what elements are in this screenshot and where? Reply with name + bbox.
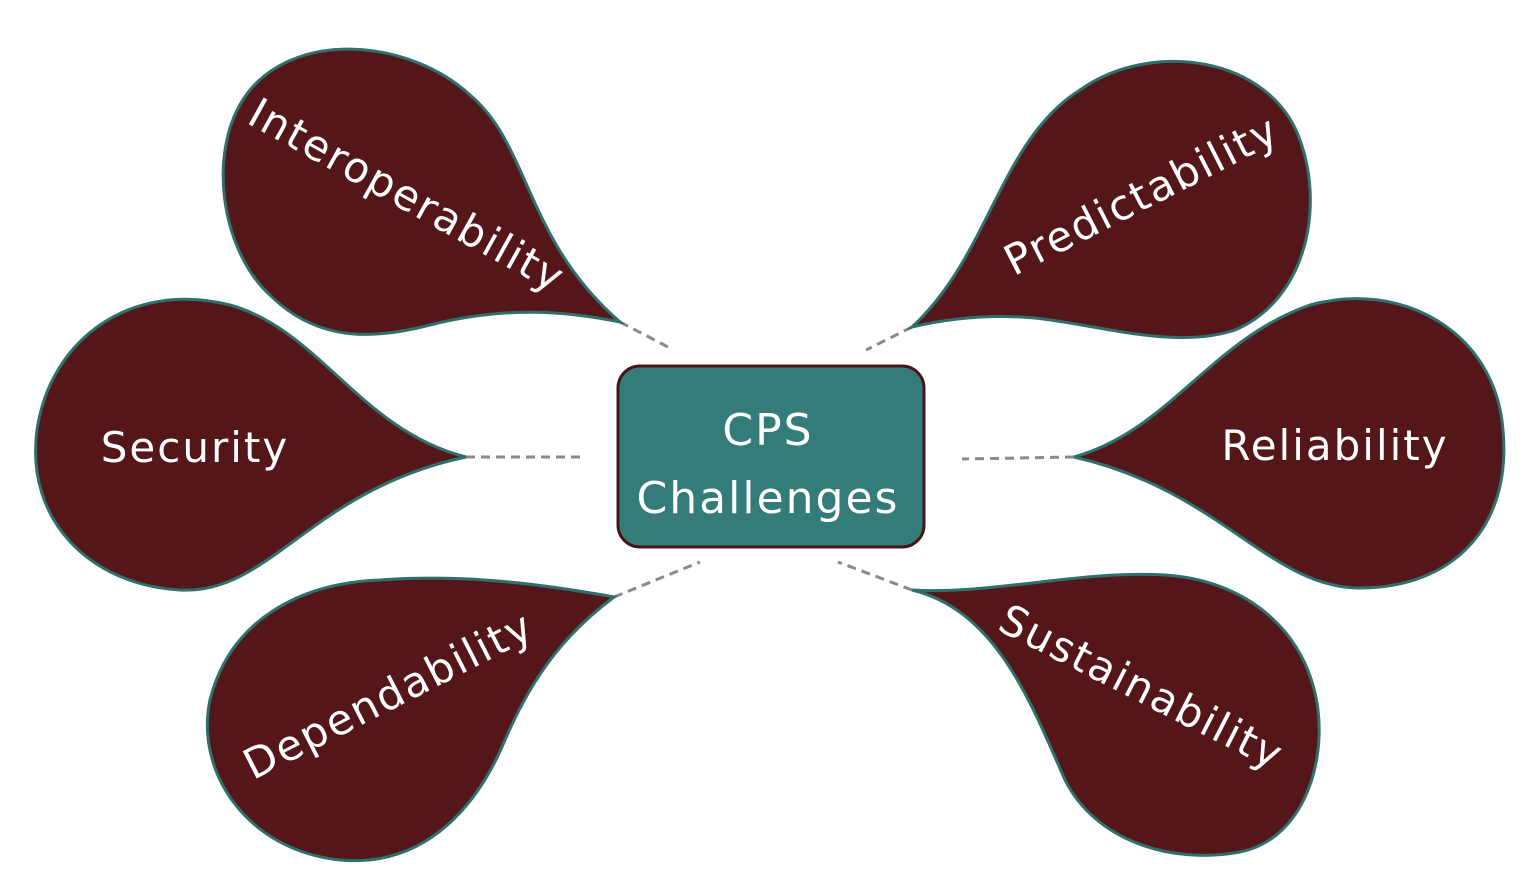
connector-dependability: [613, 560, 701, 599]
petal-interoperability[interactable]: [221, 47, 626, 336]
label-reliability: Reliability: [1221, 421, 1448, 470]
connector-sustainability: [837, 560, 913, 592]
connector-reliability: [961, 455, 1075, 461]
petal-sustainability[interactable]: [911, 572, 1321, 857]
connector-interoperability: [619, 320, 671, 350]
center-title-line1: CPS: [722, 405, 813, 456]
center-node[interactable]: [616, 364, 926, 549]
petal-dependability[interactable]: [205, 576, 618, 863]
center-title-line2: Challenges: [637, 473, 900, 524]
label-security: Security: [101, 423, 289, 472]
connector-predictability: [865, 325, 913, 352]
petal-reliability[interactable]: [1073, 297, 1506, 590]
petal-security[interactable]: [34, 297, 467, 592]
petal-predictability[interactable]: [906, 59, 1312, 340]
